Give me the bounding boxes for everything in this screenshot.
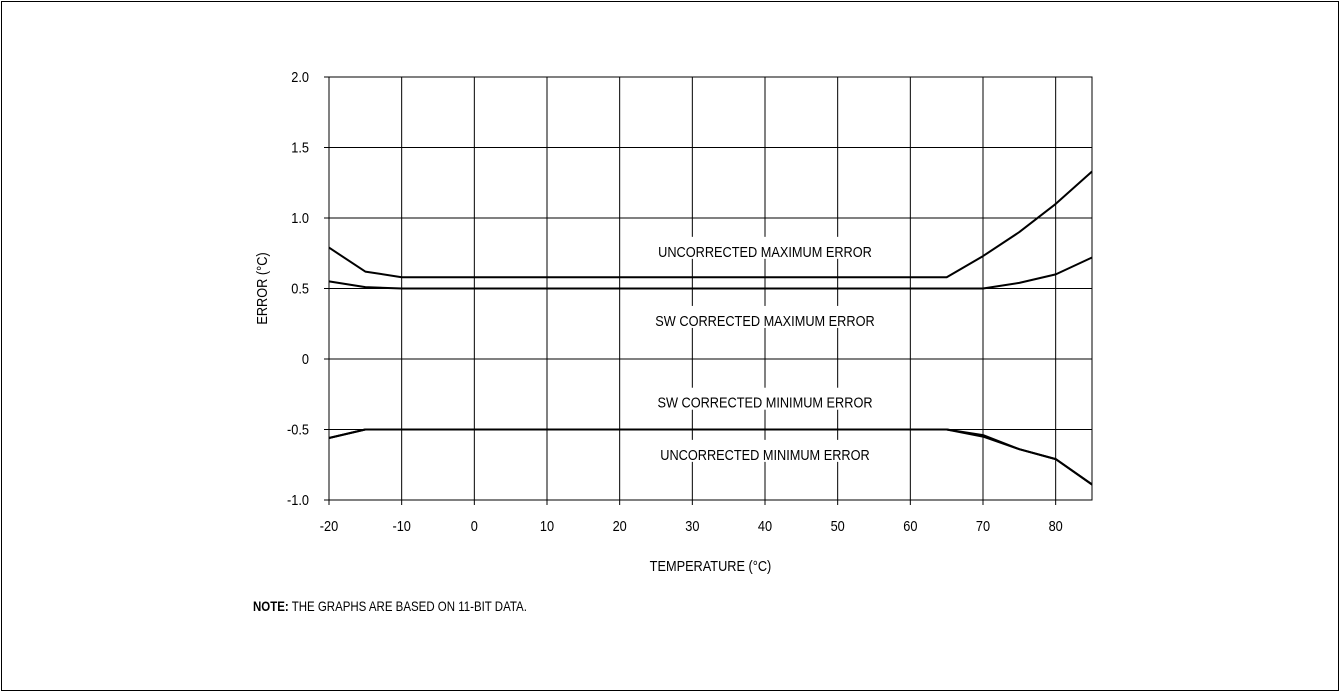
- x-tick-label: -10: [392, 517, 411, 534]
- x-tick-label: 20: [613, 517, 627, 534]
- x-axis-label: TEMPERATURE (°C): [650, 557, 772, 574]
- x-tick-label: 10: [540, 517, 554, 534]
- series-annotation-2: SW CORRECTED MAXIMUM ERROR: [655, 312, 874, 329]
- annotation-background: [634, 236, 896, 259]
- annotation-background: [634, 387, 896, 410]
- series-line-1: [328, 170, 1093, 279]
- x-tick-label: -20: [320, 517, 339, 534]
- series-annotation-4: UNCORRECTED MINIMUM ERROR: [660, 446, 869, 463]
- figure-note: NOTE: THE GRAPHS ARE BASED ON 11-BIT DAT…: [253, 598, 527, 614]
- error-vs-temperature-chart: -20 -10 0 10 20 30 40 50 60 70 80 2.0 1.5 1.0 0.5 0 -0.5…: [253, 68, 1093, 574]
- x-tick-label: 40: [758, 517, 772, 534]
- annotation-background: [634, 439, 896, 462]
- y-tick-label: 1.0: [291, 209, 309, 226]
- y-axis-label: ERROR (°C): [253, 252, 270, 324]
- x-tick-label: 60: [903, 517, 917, 534]
- annotation-background: [634, 305, 896, 328]
- plot-border: [328, 76, 1093, 501]
- x-tick-label: 50: [831, 517, 845, 534]
- y-tick-label: 0.5: [291, 279, 309, 296]
- y-tick-label: 1.5: [291, 138, 309, 155]
- note-text: THE GRAPHS ARE BASED ON 11-BIT DATA.: [288, 598, 527, 614]
- y-tick-label: 0: [302, 350, 309, 367]
- x-tick-label: 30: [685, 517, 699, 534]
- series-line-2: [328, 256, 1093, 290]
- y-tick-label: -0.5: [287, 420, 309, 437]
- x-tick-label: 70: [976, 517, 990, 534]
- note-label: NOTE:: [253, 598, 289, 614]
- x-tick-label: 0: [471, 517, 478, 534]
- y-tick-label: -1.0: [287, 491, 309, 508]
- x-tick-label: 80: [1049, 517, 1063, 534]
- series-annotation-3: SW CORRECTED MINIMUM ERROR: [657, 394, 872, 411]
- series-line-4: [328, 428, 1093, 486]
- y-tick-label: 2.0: [291, 68, 309, 85]
- series-annotation-1: UNCORRECTED MAXIMUM ERROR: [658, 243, 872, 260]
